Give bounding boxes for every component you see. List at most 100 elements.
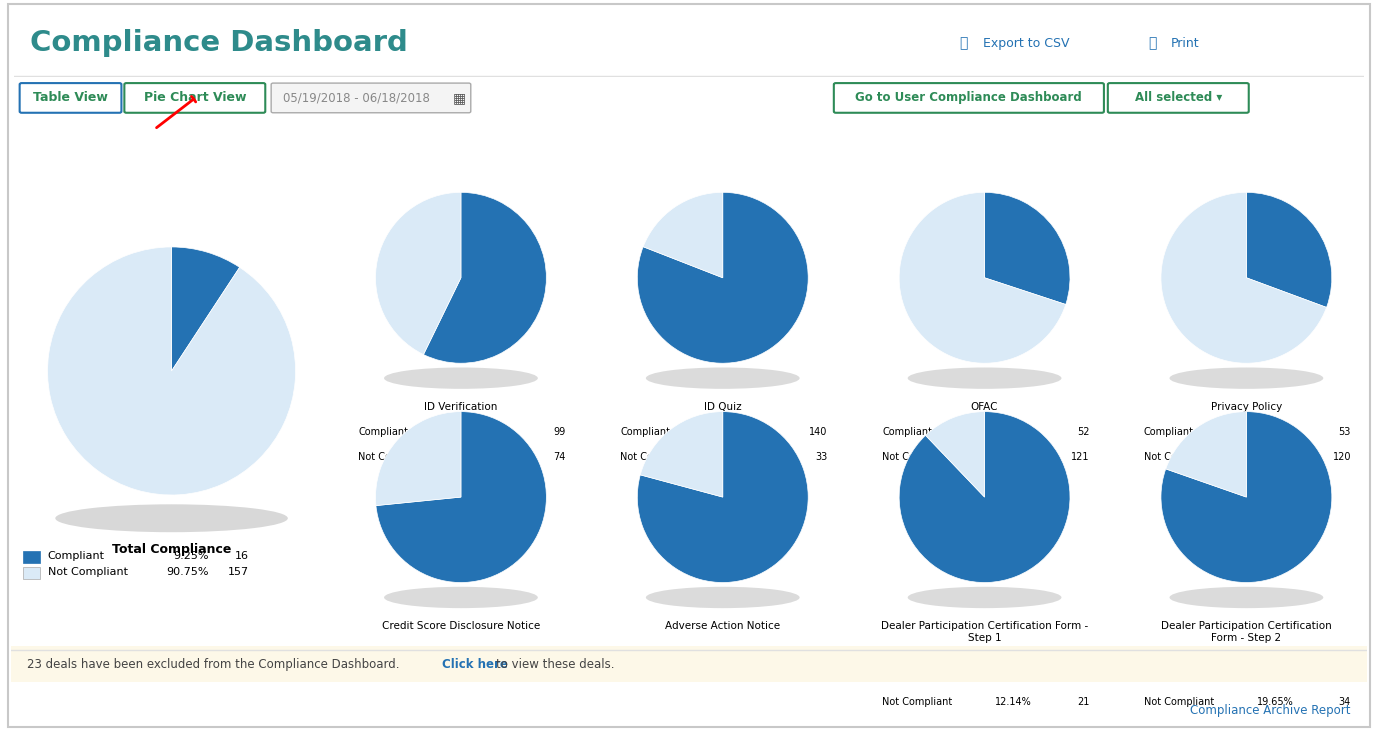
Text: 12.14%: 12.14% bbox=[995, 697, 1032, 707]
Text: 30.06%: 30.06% bbox=[995, 428, 1032, 437]
Text: to view these deals.: to view these deals. bbox=[496, 658, 615, 671]
Text: Print: Print bbox=[1171, 37, 1200, 50]
Text: 19.65%: 19.65% bbox=[1257, 697, 1294, 707]
Wedge shape bbox=[376, 192, 462, 355]
Text: 157: 157 bbox=[227, 567, 249, 577]
Text: 74: 74 bbox=[553, 452, 565, 462]
Ellipse shape bbox=[55, 504, 288, 532]
Text: 90.75%: 90.75% bbox=[167, 567, 209, 577]
Wedge shape bbox=[644, 192, 723, 278]
Text: 9.25%: 9.25% bbox=[174, 550, 209, 561]
Text: Privacy Policy: Privacy Policy bbox=[1211, 401, 1282, 412]
Text: 79.19%: 79.19% bbox=[733, 647, 770, 656]
Text: 21: 21 bbox=[1076, 697, 1089, 707]
FancyBboxPatch shape bbox=[271, 83, 471, 113]
Text: 52: 52 bbox=[1076, 428, 1089, 437]
Text: Compliance Dashboard: Compliance Dashboard bbox=[30, 29, 408, 58]
Text: Compliant: Compliant bbox=[1144, 673, 1193, 682]
Text: Not Compliant: Not Compliant bbox=[620, 671, 690, 681]
Text: All selected ▾: All selected ▾ bbox=[1134, 91, 1222, 105]
Ellipse shape bbox=[646, 587, 799, 608]
Wedge shape bbox=[984, 192, 1069, 305]
Text: 139: 139 bbox=[1333, 673, 1350, 682]
Text: Not Compliant: Not Compliant bbox=[620, 452, 690, 462]
Text: 42.77%: 42.77% bbox=[471, 452, 508, 462]
FancyBboxPatch shape bbox=[11, 646, 1367, 682]
Wedge shape bbox=[1246, 192, 1331, 308]
Text: Compliant: Compliant bbox=[1144, 428, 1193, 437]
Text: 120: 120 bbox=[1333, 452, 1350, 462]
Text: Not Compliant: Not Compliant bbox=[358, 452, 429, 462]
Text: Not Compliant: Not Compliant bbox=[1144, 697, 1214, 707]
Text: Compliance Archive Report: Compliance Archive Report bbox=[1191, 705, 1350, 717]
Text: 127: 127 bbox=[547, 647, 565, 656]
Text: Export to CSV: Export to CSV bbox=[984, 37, 1069, 50]
Text: Compliant: Compliant bbox=[47, 550, 105, 561]
Text: 05/19/2018 - 06/18/2018: 05/19/2018 - 06/18/2018 bbox=[282, 91, 430, 105]
Text: 23 deals have been excluded from the Compliance Dashboard.: 23 deals have been excluded from the Com… bbox=[28, 658, 400, 671]
Ellipse shape bbox=[646, 368, 799, 389]
Text: Table View: Table View bbox=[33, 91, 107, 105]
Text: Total Compliance: Total Compliance bbox=[112, 543, 232, 556]
Text: ⎘: ⎘ bbox=[959, 37, 967, 50]
Text: 16: 16 bbox=[236, 550, 249, 561]
Text: 80.92%: 80.92% bbox=[733, 428, 770, 437]
Text: Compliant: Compliant bbox=[882, 673, 932, 682]
Text: Compliant: Compliant bbox=[620, 647, 670, 656]
Ellipse shape bbox=[384, 587, 537, 608]
Text: Compliant: Compliant bbox=[358, 647, 408, 656]
Text: Click here: Click here bbox=[442, 658, 508, 671]
Text: Dealer Participation Certification
Form - Step 2: Dealer Participation Certification Form … bbox=[1162, 621, 1331, 643]
FancyBboxPatch shape bbox=[22, 567, 40, 579]
Wedge shape bbox=[926, 412, 985, 497]
Text: 20.81%: 20.81% bbox=[733, 671, 770, 681]
Text: Dealer Participation Certification Form -
Step 1: Dealer Participation Certification Form … bbox=[881, 621, 1089, 643]
Wedge shape bbox=[48, 247, 295, 495]
Ellipse shape bbox=[908, 368, 1061, 389]
Wedge shape bbox=[1162, 192, 1327, 363]
Text: 30.64%: 30.64% bbox=[1257, 428, 1294, 437]
Wedge shape bbox=[1160, 412, 1333, 583]
Wedge shape bbox=[1166, 412, 1247, 497]
Text: 152: 152 bbox=[1071, 673, 1089, 682]
Wedge shape bbox=[900, 192, 1065, 363]
Text: 73.41%: 73.41% bbox=[471, 647, 508, 656]
Text: ▦: ▦ bbox=[452, 91, 466, 105]
Wedge shape bbox=[641, 412, 723, 497]
FancyBboxPatch shape bbox=[19, 83, 121, 113]
Text: 33: 33 bbox=[816, 452, 827, 462]
Text: Not Compliant: Not Compliant bbox=[358, 671, 429, 681]
Text: 34: 34 bbox=[1339, 697, 1350, 707]
Wedge shape bbox=[900, 412, 1069, 583]
Wedge shape bbox=[423, 192, 546, 363]
Text: Compliant: Compliant bbox=[882, 428, 932, 437]
Text: Not Compliant: Not Compliant bbox=[47, 567, 128, 577]
Text: 26.59%: 26.59% bbox=[471, 671, 508, 681]
Ellipse shape bbox=[908, 587, 1061, 608]
Wedge shape bbox=[638, 412, 808, 583]
Text: ID Quiz: ID Quiz bbox=[704, 401, 741, 412]
Ellipse shape bbox=[1170, 587, 1323, 608]
Text: ID Verification: ID Verification bbox=[424, 401, 497, 412]
Ellipse shape bbox=[384, 368, 537, 389]
Text: 36: 36 bbox=[816, 671, 827, 681]
Text: 57.23%: 57.23% bbox=[471, 428, 508, 437]
Text: Not Compliant: Not Compliant bbox=[882, 697, 952, 707]
Text: Not Compliant: Not Compliant bbox=[882, 452, 952, 462]
Ellipse shape bbox=[1170, 368, 1323, 389]
Text: Compliant: Compliant bbox=[620, 428, 670, 437]
Text: 46: 46 bbox=[554, 671, 565, 681]
Text: 53: 53 bbox=[1338, 428, 1350, 437]
Text: 69.36%: 69.36% bbox=[1257, 452, 1294, 462]
Text: Pie Chart View: Pie Chart View bbox=[143, 91, 247, 105]
Text: 121: 121 bbox=[1071, 452, 1089, 462]
Text: 69.94%: 69.94% bbox=[995, 452, 1032, 462]
Text: 87.86%: 87.86% bbox=[995, 673, 1032, 682]
Text: 19.08%: 19.08% bbox=[733, 452, 770, 462]
Wedge shape bbox=[171, 247, 240, 371]
Text: Adverse Action Notice: Adverse Action Notice bbox=[666, 621, 780, 631]
Text: OFAC: OFAC bbox=[971, 401, 998, 412]
Text: 🖨: 🖨 bbox=[1148, 37, 1156, 50]
FancyBboxPatch shape bbox=[1108, 83, 1248, 113]
Text: Credit Score Disclosure Notice: Credit Score Disclosure Notice bbox=[382, 621, 540, 631]
